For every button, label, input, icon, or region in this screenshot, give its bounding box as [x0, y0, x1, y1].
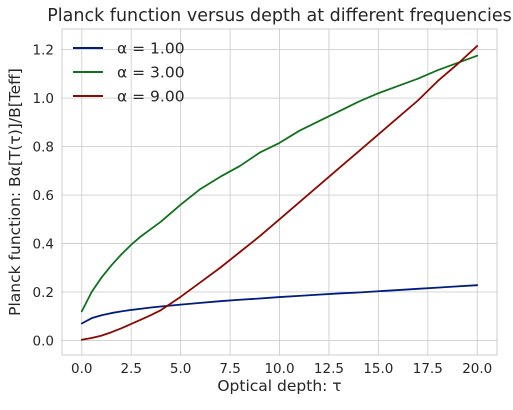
- y-tick-label: 1.2: [33, 43, 54, 59]
- legend-label-1: α = 3.00: [117, 64, 185, 82]
- y-tick-label: 0.8: [33, 140, 54, 156]
- y-tick-label: 0.0: [33, 333, 54, 349]
- legend-label-0: α = 1.00: [117, 40, 185, 58]
- x-tick-label: 17.5: [413, 361, 443, 377]
- x-tick-label: 7.5: [219, 361, 240, 377]
- tick-labels: 0.0 2.5 5.0 7.5 10.0 12.5 15.0 17.5 20.0 0.0 0.2 0.…: [33, 43, 493, 377]
- legend-label-2: α = 9.00: [117, 88, 185, 106]
- y-axis-label: Planck function: Bα[T(τ)]/B[Teff]: [6, 68, 24, 316]
- y-tick-label: 0.2: [33, 285, 54, 301]
- x-tick-label: 15.0: [363, 361, 393, 377]
- x-tick-label: 12.5: [314, 361, 344, 377]
- y-tick-label: 0.6: [33, 188, 54, 204]
- x-tick-label: 2.5: [120, 361, 141, 377]
- y-tick-label: 0.4: [33, 237, 54, 253]
- x-tick-label: 0.0: [71, 361, 92, 377]
- x-axis-label: Optical depth: τ: [217, 377, 341, 395]
- x-tick-label: 20.0: [462, 361, 492, 377]
- chart-title: Planck function versus depth at differen…: [47, 6, 512, 26]
- x-tick-label: 10.0: [264, 361, 294, 377]
- y-tick-label: 1.0: [33, 91, 54, 107]
- x-tick-label: 5.0: [170, 361, 191, 377]
